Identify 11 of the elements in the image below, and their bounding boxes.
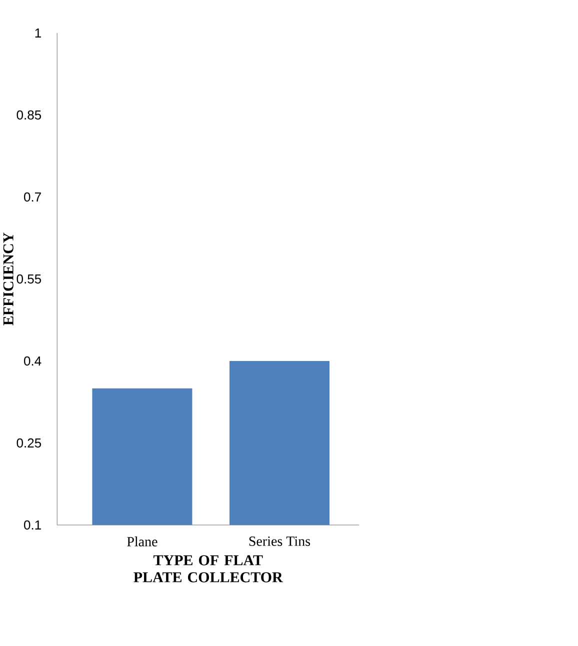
y-tick-label: 0.85 [16,110,41,120]
y-tick-label: 0.1 [24,520,41,530]
y-tick-label: 0.4 [24,356,42,366]
y-tick-label: 0.25 [16,438,41,448]
y-tick-label: 0.7 [24,192,41,202]
y-tick-label: 0.55 [16,274,41,284]
x-axis-title: TYPE OF FLAT PLATE COLLECTOR [134,555,283,582]
x-tick-label: Series Tins [249,536,310,546]
y-tick-label: 1 [35,28,41,38]
y-axis-title: EFFICIENCY [3,232,14,326]
x-tick-label: Plane [126,536,158,546]
